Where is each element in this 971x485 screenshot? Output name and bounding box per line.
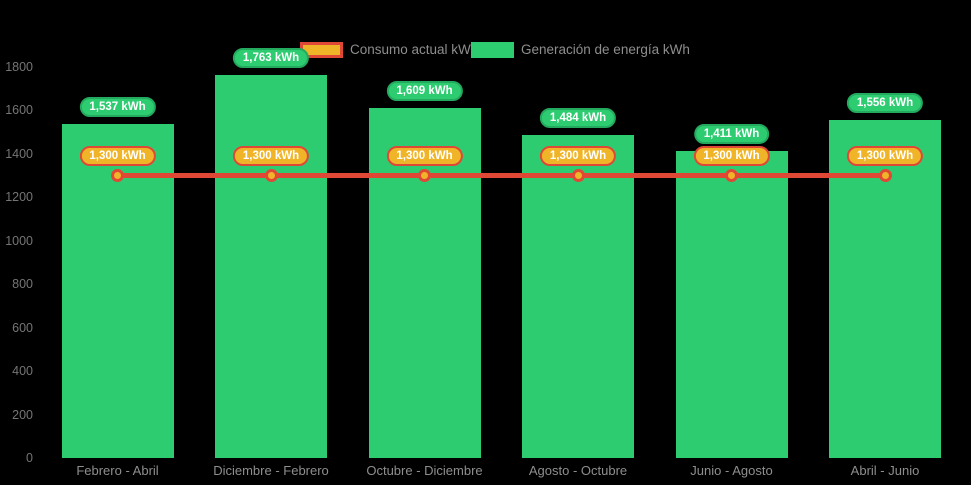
legend-label-consumo: Consumo actual kWh	[350, 42, 479, 57]
generation-bar	[675, 151, 788, 458]
generation-bar	[368, 108, 481, 458]
y-axis-tick-label: 1600	[5, 103, 33, 117]
consumption-point-marker	[878, 168, 892, 182]
consumption-point-marker	[264, 168, 278, 182]
y-axis-tick-label: 800	[12, 277, 33, 291]
y-axis-tick-label: 200	[12, 407, 33, 422]
y-axis-tick-label: 1000	[5, 233, 33, 248]
y-axis-tick-label: 0	[26, 451, 33, 465]
x-axis-category-label: Abril - Junio	[850, 463, 920, 478]
consumption-value-badge: 1,300 kWh	[539, 146, 617, 167]
consumption-value-badge: 1,300 kWh	[79, 146, 156, 167]
generation-bar	[215, 74, 327, 458]
consumption-value-badge: 1,300 kWh	[232, 146, 310, 167]
consumption-line	[117, 172, 885, 178]
x-axis-category-label: Octubre - Diciembre	[366, 463, 483, 478]
generation-value-badge: 1,537 kWh	[79, 96, 156, 117]
y-axis-tick-label: 600	[12, 320, 33, 335]
generation-value-badge: 1,556 kWh	[846, 92, 924, 113]
consumption-value-badge: 1,300 kWh	[693, 146, 770, 167]
generation-value-badge: 1,609 kWh	[386, 81, 463, 102]
consumption-point-marker	[111, 168, 124, 182]
consumption-point-marker	[725, 168, 738, 182]
generation-value-badge: 1,411 kWh	[693, 124, 770, 145]
generation-value-badge: 1,484 kWh	[539, 108, 617, 129]
consumption-point-marker	[571, 168, 585, 182]
y-axis-tick-label: 1200	[5, 190, 33, 204]
y-axis-tick-label: 1800	[5, 59, 33, 74]
legend-item-generacion[interactable]: Generación de energía kWh	[471, 41, 690, 58]
y-axis-tick-label: 400	[12, 364, 33, 378]
generacion-swatch-icon	[471, 41, 514, 58]
x-axis-category-label: Agosto - Octubre	[528, 463, 628, 478]
generation-bar	[522, 135, 634, 458]
x-axis-category-label: Junio - Agosto	[690, 463, 773, 478]
legend-item-consumo[interactable]: Consumo actual kWh	[300, 41, 478, 58]
generation-value-badge: 1,763 kWh	[232, 47, 310, 68]
consumption-value-badge: 1,300 kWh	[386, 146, 463, 167]
legend-label-generacion: Generación de energía kWh	[521, 42, 690, 57]
x-axis-category-label: Febrero - Abril	[76, 463, 159, 478]
x-axis-category-label: Diciembre - Febrero	[213, 463, 329, 478]
consumption-point-marker	[418, 168, 431, 182]
y-axis-tick-label: 1400	[5, 146, 33, 161]
consumption-value-badge: 1,300 kWh	[846, 146, 924, 167]
